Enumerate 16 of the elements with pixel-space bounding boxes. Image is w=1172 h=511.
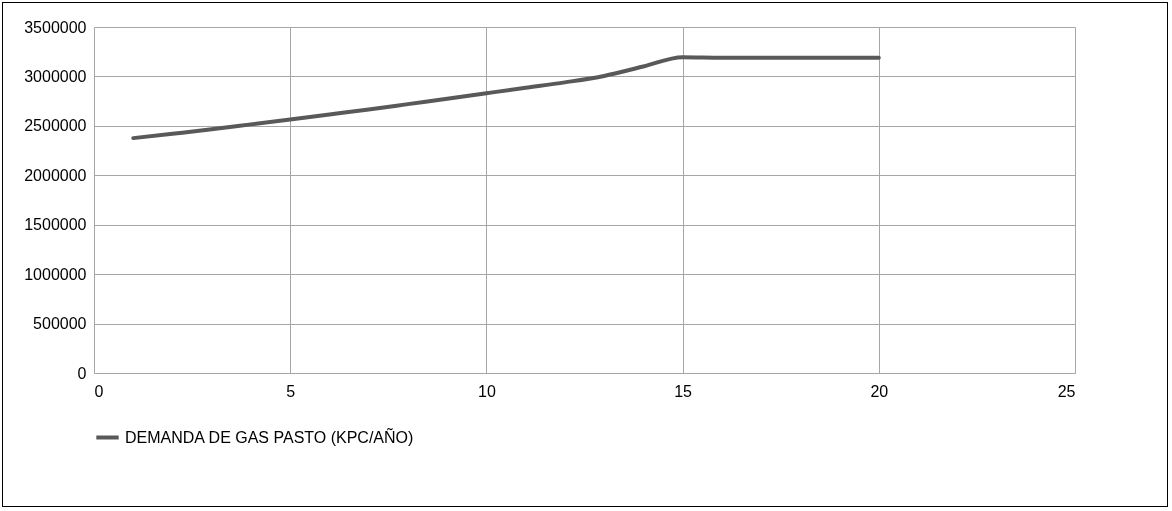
x-tick-label: 20 — [870, 382, 889, 400]
legend-label: DEMANDA DE GAS PASTO (KPC/AÑO) — [125, 426, 414, 446]
line-series — [131, 55, 881, 141]
y-tick-label: 500000 — [33, 315, 87, 333]
x-tick-label: 0 — [94, 382, 104, 400]
x-tick-label: 5 — [286, 382, 296, 400]
y-tick-label: 3500000 — [24, 18, 87, 36]
y-tick-label: 2500000 — [24, 117, 87, 135]
x-tick-label: 10 — [478, 382, 496, 400]
y-tick-label: 1500000 — [24, 216, 87, 234]
x-tick-label: 25 — [1057, 382, 1076, 400]
y-tick-label: 0 — [77, 364, 87, 382]
x-tick-label: 15 — [674, 382, 693, 400]
y-tick-label: 2000000 — [24, 166, 87, 184]
y-tick-label: 3000000 — [24, 67, 87, 85]
y-tick-label: 1000000 — [24, 265, 87, 283]
